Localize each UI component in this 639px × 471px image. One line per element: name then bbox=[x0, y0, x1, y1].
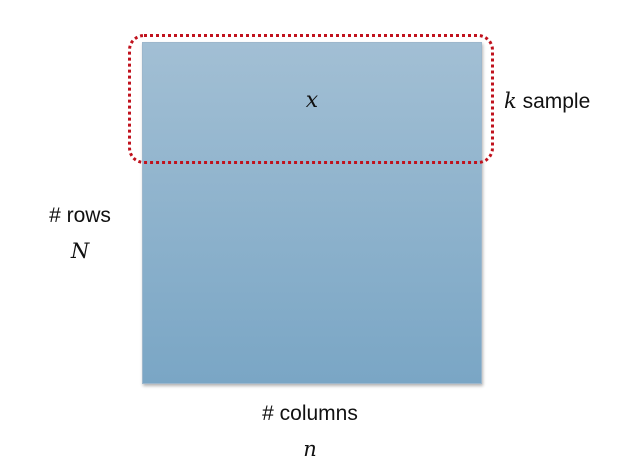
rows-label: # rows bbox=[49, 204, 111, 227]
data-matrix bbox=[142, 42, 482, 384]
columns-label: # columns bbox=[262, 402, 358, 425]
matrix-variable: x bbox=[305, 88, 319, 113]
columns-variable: n bbox=[303, 437, 317, 461]
sample-selection-outline bbox=[128, 34, 494, 164]
sample-variable: k bbox=[504, 89, 517, 113]
rows-variable: N bbox=[70, 239, 90, 263]
sample-label: k sample bbox=[504, 88, 590, 115]
sample-text: sample bbox=[522, 90, 591, 113]
